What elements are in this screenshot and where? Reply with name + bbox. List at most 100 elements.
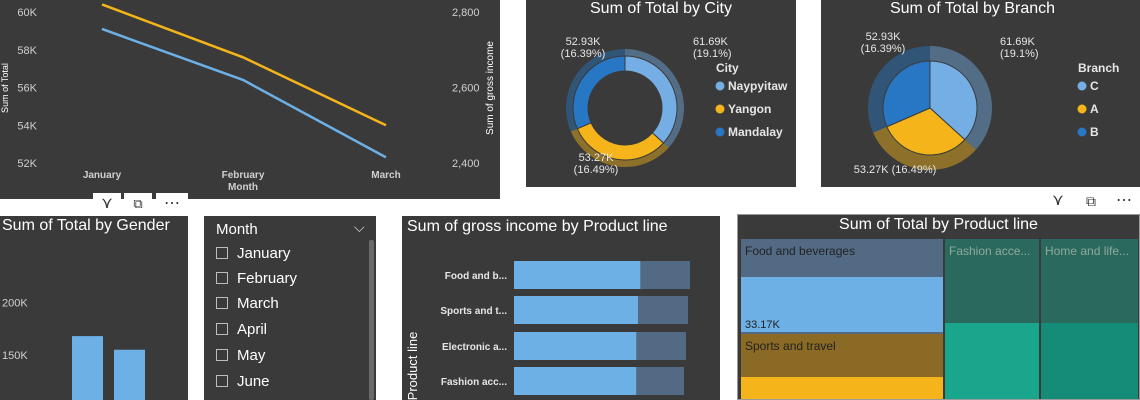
y-tick-label: 52K xyxy=(17,158,37,170)
legend-marker xyxy=(715,104,725,114)
productline-chart-panel[interactable]: Sum of gross income by Product line Prod… xyxy=(402,216,720,400)
y-axis-title: Sum of Total xyxy=(0,63,10,113)
slicer-item-label: April xyxy=(237,320,268,338)
y-tick-label: 200K xyxy=(2,298,28,310)
bar xyxy=(514,296,638,324)
treemap-title: Sum of Total by Product line xyxy=(839,216,1038,233)
checkbox[interactable] xyxy=(216,375,228,387)
legend-label: A xyxy=(1090,102,1099,116)
y-tick-label: 60K xyxy=(17,7,37,19)
legend-label: C xyxy=(1090,79,1099,93)
treemap-cell-home[interactable]: Home and life... xyxy=(1041,239,1138,399)
checkbox[interactable] xyxy=(216,349,228,361)
x-tick-label: March xyxy=(371,170,400,181)
slicer-item[interactable]: April xyxy=(216,318,267,340)
pie-slice xyxy=(886,107,966,156)
legend-marker xyxy=(1077,81,1087,91)
treemap-cell-label: Sports and travel xyxy=(745,339,836,353)
slicer-item[interactable]: February xyxy=(216,267,297,289)
treemap-cell-label: Food and beverages xyxy=(745,244,856,258)
bar xyxy=(72,336,103,400)
treemap-cell-food-highlight xyxy=(741,277,943,332)
slicer-item-label: June xyxy=(237,372,270,390)
gender-chart-panel[interactable]: Sum of Total by Gender 100K150K200K xyxy=(0,216,188,400)
filter-icon[interactable]: ⋎ xyxy=(1043,190,1073,214)
checkbox[interactable] xyxy=(216,323,228,335)
y-tick-label: 150K xyxy=(2,350,28,362)
slicer-scrollbar[interactable] xyxy=(369,240,374,400)
month-slicer[interactable]: Month ⌵ January February March April May… xyxy=(204,216,376,400)
gender-chart-title: Sum of Total by Gender xyxy=(2,217,170,234)
slicer-item[interactable]: May xyxy=(216,344,265,366)
slicer-item[interactable]: March xyxy=(216,292,279,314)
y2-axis-title: Sum of gross income xyxy=(485,41,496,135)
category-label: Fashion acc... xyxy=(441,377,507,388)
y2-tick-label: 2,600 xyxy=(452,83,480,95)
checkbox[interactable] xyxy=(216,297,228,309)
legend-title: Branch xyxy=(1078,61,1119,75)
slicer-item-label: January xyxy=(237,244,291,262)
y-tick-label: 56K xyxy=(17,83,37,95)
gender-bar-chart: 100K150K200K xyxy=(2,298,145,400)
focus-mode-icon[interactable]: ⧉ xyxy=(1076,190,1106,214)
line-chart-panel[interactable]: 52K 54K 56K 58K 60K 2,400 2,600 2,800 January Feb… xyxy=(0,0,500,199)
legend-label: Mandalay xyxy=(728,125,783,139)
treemap-cell-fashion[interactable]: Fashion acce... xyxy=(945,239,1039,399)
data-label-percent: (16.49%) xyxy=(574,164,619,176)
series-line xyxy=(101,3,387,127)
branch-chart-panel[interactable]: Sum of Total by Branch 61.69K (19.1%) 53.2… xyxy=(821,0,1140,187)
pie-slice xyxy=(929,60,978,141)
legend-label: B xyxy=(1090,125,1099,139)
data-label-value: 52.93K xyxy=(866,31,902,43)
productline-bar-chart: Product line Food and b... Sports and t...… xyxy=(405,261,690,400)
y2-tick-label: 2,400 xyxy=(452,158,480,170)
series-line xyxy=(101,27,387,159)
legend-marker xyxy=(715,127,725,137)
treemap-cell-food[interactable]: Food and beverages 33.17K xyxy=(741,239,943,334)
y-axis-title: Product line xyxy=(405,332,420,400)
pie-ring-segment xyxy=(930,46,992,150)
filter-icon[interactable]: ⋎ xyxy=(93,193,121,213)
treemap-cell-sports[interactable]: Sports and travel xyxy=(741,334,943,399)
slicer-item[interactable]: June xyxy=(216,370,270,392)
city-chart-panel[interactable]: Sum of Total by City 61.69K (19.1%) 53.27K… xyxy=(526,0,796,187)
city-chart-title: Sum of Total by City xyxy=(590,0,732,17)
legend-marker xyxy=(715,81,725,91)
data-label-percent: (16.39%) xyxy=(861,43,906,55)
treemap-cell-label: Home and life... xyxy=(1045,244,1130,258)
y2-tick-label: 2,800 xyxy=(452,7,480,19)
legend-marker xyxy=(1077,127,1087,137)
pie-ring-segment xyxy=(570,128,669,167)
slicer-item-label: March xyxy=(237,294,279,312)
slicer-item[interactable]: January xyxy=(216,242,290,264)
more-options-icon[interactable]: ⋯ xyxy=(156,193,188,213)
focus-mode-icon[interactable]: ⧉ xyxy=(124,193,152,213)
y-tick-label: 58K xyxy=(17,45,37,57)
legend-marker xyxy=(1077,104,1087,114)
data-label-value: 53.27K (16.49%) xyxy=(854,164,937,176)
category-label: Sports and t... xyxy=(440,306,507,317)
chevron-down-icon[interactable]: ⌵ xyxy=(354,219,365,235)
category-label: Electronic a... xyxy=(442,342,507,353)
treemap-cell-sports-highlight xyxy=(741,377,943,399)
bar xyxy=(514,261,641,289)
checkbox[interactable] xyxy=(216,247,228,259)
bar xyxy=(514,367,637,395)
legend-title: City xyxy=(716,61,739,75)
branch-pie-chart: 61.69K(19.1%) 53.27K (16.49%) 52.93K(16.39… xyxy=(854,31,1120,176)
treemap-cell-label: Fashion acce... xyxy=(949,244,1031,258)
data-label-value: 61.69K xyxy=(693,36,729,48)
x-tick-label: February xyxy=(222,170,265,181)
checkbox[interactable] xyxy=(216,272,228,284)
branch-chart-title: Sum of Total by Branch xyxy=(889,0,1056,17)
category-label: Food and b... xyxy=(445,271,507,282)
legend-label: Naypyitaw xyxy=(728,79,788,93)
treemap-panel[interactable]: Sum of Total by Product line Food and be… xyxy=(737,214,1140,400)
x-tick-label: January xyxy=(83,170,122,181)
pie-ring-segment xyxy=(873,126,976,170)
data-label-percent: (19.1%) xyxy=(1000,48,1039,60)
data-label-value: 53.27K xyxy=(579,152,615,164)
more-options-icon[interactable]: ⋯ xyxy=(1108,190,1140,214)
slicer-item-label: May xyxy=(237,346,266,364)
pie-ring-segment xyxy=(566,49,625,132)
